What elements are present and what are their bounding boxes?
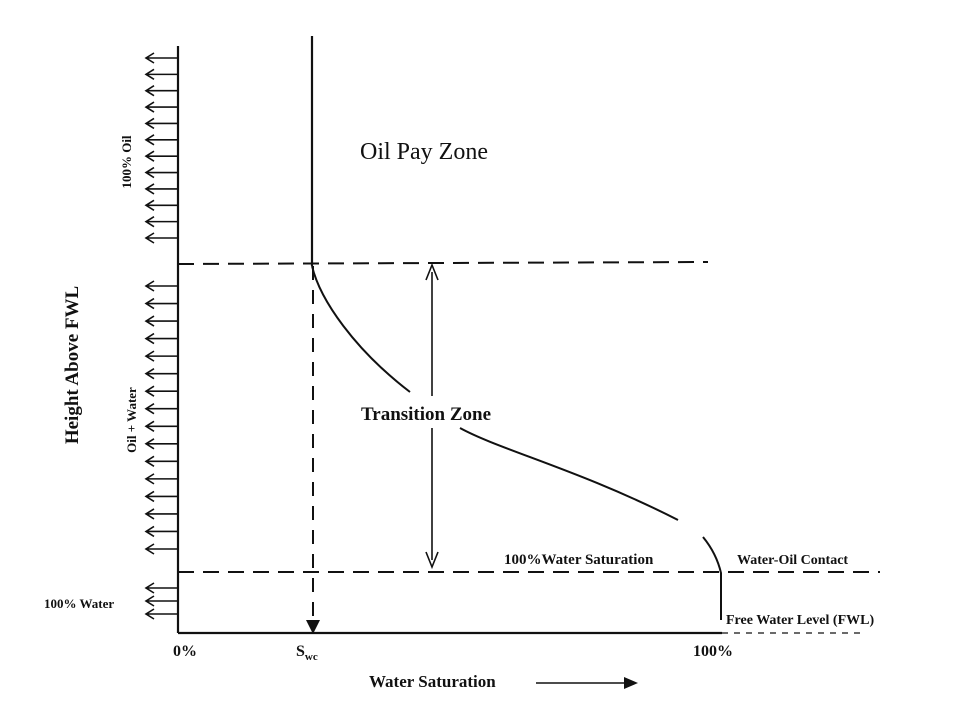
- x-axis-direction-arrowhead: [624, 677, 638, 689]
- oil-water-flow-arrow: [144, 525, 178, 538]
- water-flow-arrow: [144, 582, 178, 594]
- saturation-curve-lower: [702, 536, 722, 620]
- oil-water-flow-arrow: [144, 297, 178, 310]
- oil-flow-arrow: [144, 134, 178, 146]
- transition-zone-label: Transition Zone: [361, 404, 491, 425]
- oil-water-flow-arrow: [144, 420, 178, 432]
- x-tick-swc: Swc: [296, 643, 318, 663]
- top-of-transition-line: [177, 261, 709, 265]
- oil-water-flow-arrow: [144, 403, 178, 415]
- saturation-curve: [311, 265, 679, 521]
- free-water-level-label: Free Water Level (FWL): [726, 613, 874, 628]
- oil-flow-arrow: [144, 150, 178, 162]
- x-tick-0: 0%: [173, 643, 197, 660]
- x-tick-swc-main: S: [296, 643, 305, 660]
- oil-flow-arrow: [144, 183, 178, 195]
- transition-arrowhead-up: [425, 262, 439, 281]
- water-flow-arrow: [144, 608, 178, 620]
- oil-flow-arrow: [144, 101, 178, 113]
- oil-water-flow-arrow: [144, 543, 178, 555]
- oil-flow-arrow: [144, 68, 178, 81]
- x-tick-100: 100%: [693, 643, 733, 660]
- oil-water-flow-arrow: [144, 438, 178, 450]
- oil-flow-arrow: [144, 85, 178, 97]
- oil-water-flow-arrow: [144, 508, 178, 520]
- y-axis-title: Height Above FWL: [62, 286, 83, 444]
- water-flow-arrow: [144, 595, 178, 607]
- water-oil-contact-label: Water-Oil Contact: [737, 553, 848, 568]
- oil-water-flow-arrow: [144, 490, 178, 503]
- oil-water-flow-arrow: [144, 455, 178, 468]
- oil-flow-arrow: [144, 166, 178, 179]
- fluid-flow-arrows: [144, 52, 178, 620]
- oil-water-flow-arrow: [144, 332, 178, 345]
- oil-water-flow-arrow: [144, 315, 178, 327]
- oil-flow-arrow: [144, 52, 178, 64]
- water-saturation-100-label: 100%Water Saturation: [504, 552, 654, 568]
- x-axis-title: Water Saturation: [369, 672, 496, 691]
- oil-flow-arrow: [144, 232, 178, 244]
- oil-water-zone-label: Oil + Water: [124, 387, 139, 453]
- oil-flow-arrow: [144, 117, 178, 130]
- water-zone-label: 100% Water: [44, 596, 114, 611]
- oil-flow-arrow: [144, 199, 178, 211]
- oil-water-flow-arrow: [144, 385, 178, 397]
- oil-pay-zone-label: Oil Pay Zone: [360, 139, 488, 165]
- oil-zone-label: 100% Oil: [119, 135, 134, 188]
- oil-water-flow-arrow: [144, 473, 178, 485]
- oil-water-flow-arrow: [144, 280, 178, 292]
- oil-water-flow-arrow: [144, 367, 178, 380]
- oil-flow-arrow: [144, 215, 178, 228]
- transition-arrowhead-down: [425, 551, 439, 570]
- swc-arrowhead: [306, 620, 320, 634]
- x-tick-swc-sub: wc: [305, 651, 318, 663]
- oil-water-flow-arrow: [144, 350, 178, 362]
